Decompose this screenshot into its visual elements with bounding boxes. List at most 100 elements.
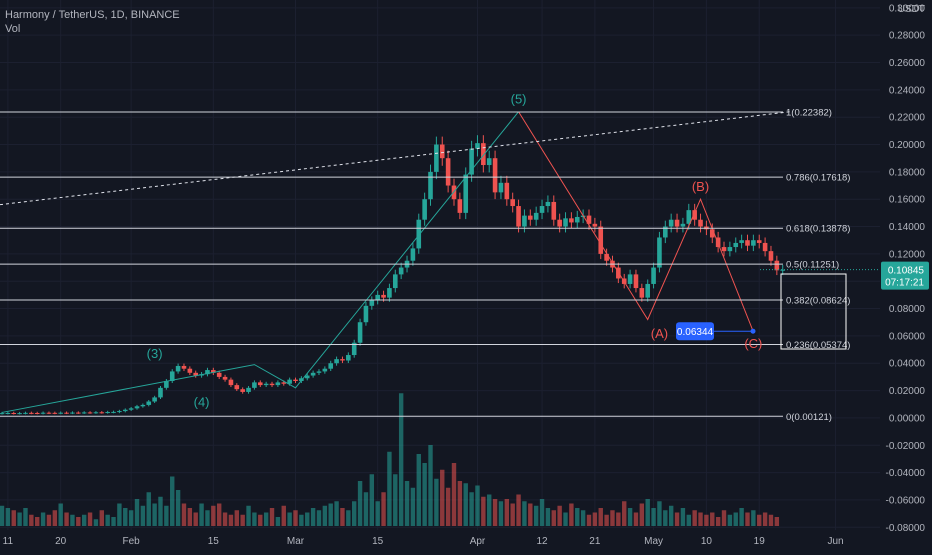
wave-label: (A) [651,326,668,341]
volume-bar [222,512,228,526]
grid [0,0,880,530]
candle-body [645,283,650,298]
candle-body [246,387,251,392]
volume-bar [310,508,316,526]
candle-body [304,375,310,379]
volume-bar [193,512,198,526]
volume-bar [774,517,780,526]
volume-bar [263,512,269,526]
volume-bar [504,499,510,526]
x-tick-label: 12 [536,536,548,547]
current-price-text: 0.10845 [888,266,925,277]
volume-bar [93,519,99,526]
candle-body [128,408,134,410]
candle-body [316,371,322,373]
candle-body [598,226,604,254]
volume-bar [211,505,216,526]
candle-body [381,294,386,298]
x-tick-label: 15 [372,536,384,547]
candle-body [11,412,17,414]
wave-label: (C) [744,336,762,351]
volume-bar [475,485,480,526]
volume-bar [199,503,204,526]
x-tick-label: 21 [589,536,601,547]
volume-bar [639,503,645,526]
candle-body [751,240,756,246]
candle-body [346,355,351,361]
candle-body [76,412,81,414]
time-scale: 11 20 Feb 15 Mar 15 Apr 12 21 May 10 19 Jun [0,530,880,550]
volume-bar [563,512,568,526]
x-tick-label: 15 [208,536,220,547]
volume-bar [175,490,181,526]
volume-bar [404,481,410,526]
candle-body [563,218,568,227]
candle-body [569,218,574,223]
candle-body [492,158,498,193]
candle-body [445,158,451,186]
x-tick-label: 19 [754,536,766,547]
candle-body [87,412,93,414]
target-point [750,328,756,334]
candle-body [122,409,128,412]
volume-bar [228,514,234,526]
volume-bar [533,505,539,526]
volume-bar [334,501,339,526]
candle-body [504,182,510,200]
y-tick-label: -0.04000 [886,468,926,479]
y-tick-label: 0.18000 [889,167,926,178]
volume-bar [557,505,562,526]
candle-body [369,300,375,306]
volume-bar [381,492,386,526]
target-price-badge [676,322,714,341]
volume-bar [627,508,633,526]
volume-bar [111,517,116,526]
volume-bar [751,510,756,526]
x-tick-label: May [644,536,663,547]
target-price-text: 0.06344 [677,327,714,338]
volume-bar [393,474,398,526]
candle-body [392,274,398,289]
volume-bar [240,514,245,526]
candle-body [639,288,645,298]
y-tick-label: 0.12000 [889,249,926,260]
candle-body [745,240,750,246]
candle-body [539,206,545,213]
candle-body [721,247,727,252]
volume-bar [346,510,351,526]
candle-body [46,412,52,414]
candle-body [522,215,527,227]
volume-bar [158,496,163,526]
volume-bar [146,492,151,526]
x-tick-label: Mar [287,536,305,547]
volume-bar [0,505,5,526]
candle-body [164,381,169,388]
candle-body [146,401,152,405]
volume-bar [299,514,304,526]
volume-label[interactable]: Vol [5,23,21,35]
volume-bar [17,512,22,526]
candle-body [334,359,339,364]
volume-bar [234,510,239,526]
candle-body [328,363,334,369]
y-tick-label: 0.08000 [889,304,926,315]
volume-bar [715,517,721,526]
candle-body [410,248,416,261]
candle-body [528,215,533,220]
y-tick-label: 0.14000 [889,222,926,233]
volume-bar [205,510,210,526]
volume-bar [733,512,738,526]
candle-body [457,199,463,213]
candle-body [81,412,87,414]
symbol-title[interactable]: Harmony / TetherUS, 1D, BINANCE [5,9,180,21]
elliott-wave-lines [0,111,791,413]
candle-body [193,372,199,376]
volume-bar [663,510,668,526]
candle-body [64,412,69,414]
volume-bar [81,514,87,526]
volume-bar [622,501,627,526]
volume-bar [745,512,750,526]
candle-body [181,365,187,369]
